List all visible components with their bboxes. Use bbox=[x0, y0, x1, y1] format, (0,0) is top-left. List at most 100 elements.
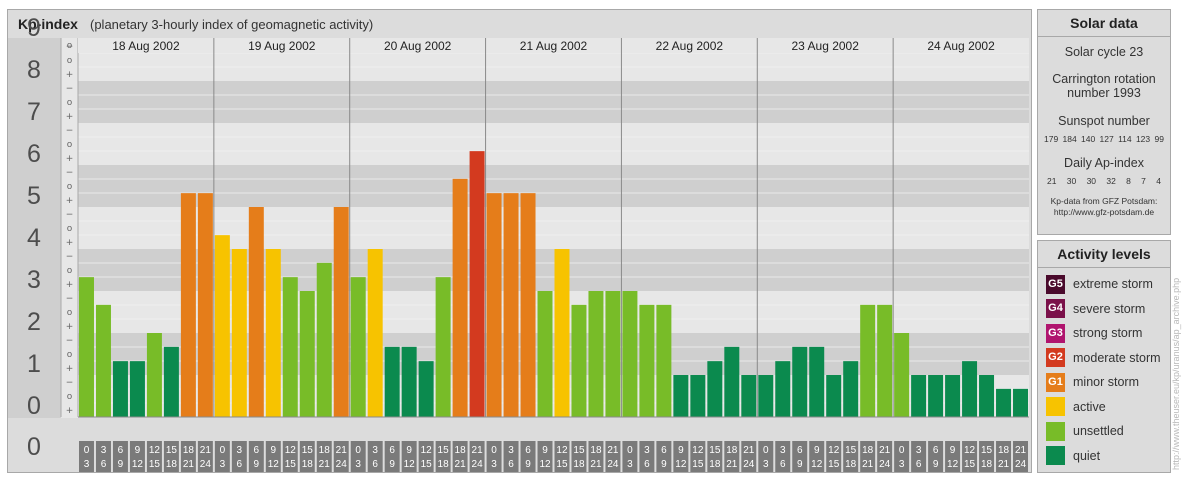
interval-end-label: 18 bbox=[981, 459, 993, 470]
chart-title: Kp-index bbox=[18, 16, 78, 32]
interval-start-label: 12 bbox=[964, 445, 976, 456]
activity-level-label: active bbox=[1073, 399, 1106, 414]
interval-start-label: 18 bbox=[862, 445, 874, 456]
interval-label-box bbox=[877, 441, 893, 472]
ap-value: 8 bbox=[1126, 176, 1131, 186]
day-label: 19 Aug 2002 bbox=[248, 39, 316, 53]
interval-start-label: 12 bbox=[556, 445, 568, 456]
interval-end-label: 15 bbox=[964, 459, 976, 470]
carrington-rotation-line1: Carrington rotation bbox=[1052, 72, 1156, 86]
interval-start-label: 6 bbox=[525, 445, 531, 456]
interval-start-label: 21 bbox=[336, 445, 348, 456]
interval-label-box bbox=[452, 441, 468, 472]
interval-label-box bbox=[299, 441, 315, 472]
interval-label-box bbox=[707, 441, 723, 472]
interval-label-box bbox=[146, 441, 162, 472]
kp-bar bbox=[282, 277, 298, 417]
interval-label-box bbox=[809, 441, 825, 472]
activity-level-item: unsettled bbox=[1046, 421, 1124, 441]
interval-start-label: 0 bbox=[220, 445, 226, 456]
y-axis-label: 7 bbox=[27, 98, 41, 126]
interval-end-label: 6 bbox=[780, 459, 786, 470]
interval-start-label: 15 bbox=[438, 445, 450, 456]
activity-level-label: minor storm bbox=[1073, 375, 1139, 389]
interval-start-label: 12 bbox=[692, 445, 704, 456]
y-axis-label: 6 bbox=[27, 140, 41, 168]
y-axis-minor-label: − bbox=[66, 210, 74, 220]
activity-level-item: G1 minor storm bbox=[1046, 372, 1139, 392]
interval-start-label: 18 bbox=[455, 445, 467, 456]
kp-bar bbox=[248, 207, 264, 417]
y-axis-minor-label: − bbox=[66, 252, 74, 262]
interval-end-label: 3 bbox=[763, 459, 769, 470]
ap-value: 21 bbox=[1047, 176, 1057, 186]
kp-bar bbox=[231, 249, 247, 417]
interval-label-box bbox=[129, 441, 145, 472]
interval-start-label: 15 bbox=[302, 445, 314, 456]
kp-band bbox=[78, 81, 1029, 123]
interval-start-label: 9 bbox=[542, 445, 548, 456]
interval-label-box bbox=[962, 441, 978, 472]
interval-label-box bbox=[826, 441, 842, 472]
interval-start-label: 21 bbox=[607, 445, 619, 456]
y-axis-minor-label: o bbox=[67, 224, 73, 234]
kp-bar bbox=[809, 346, 825, 417]
interval-start-label: 9 bbox=[135, 445, 141, 456]
interval-end-label: 6 bbox=[508, 459, 514, 470]
interval-end-label: 21 bbox=[862, 459, 874, 470]
kp-bar bbox=[571, 304, 587, 417]
interval-start-label: 15 bbox=[166, 445, 178, 456]
y-axis-minor-label: o bbox=[67, 98, 73, 108]
y-axis-minor-label: o bbox=[67, 266, 73, 276]
interval-end-label: 18 bbox=[438, 459, 450, 470]
sunspot-value: 114 bbox=[1118, 134, 1132, 144]
y-axis-label: 1 bbox=[27, 350, 41, 378]
carrington-rotation-line2: number 1993 bbox=[1067, 86, 1141, 100]
kp-bar bbox=[605, 291, 621, 417]
kp-bar bbox=[826, 375, 842, 417]
interval-end-label: 9 bbox=[661, 459, 667, 470]
y-axis-minor-label: − bbox=[66, 42, 74, 52]
interval-end-label: 15 bbox=[285, 459, 297, 470]
activity-level-item: quiet bbox=[1046, 446, 1100, 466]
interval-start-label: 21 bbox=[200, 445, 212, 456]
interval-end-label: 21 bbox=[319, 459, 331, 470]
interval-end-label: 12 bbox=[675, 459, 687, 470]
day-label: 22 Aug 2002 bbox=[656, 39, 724, 53]
activity-level-swatch: G2 bbox=[1046, 348, 1065, 367]
activity-level-label: strong storm bbox=[1073, 326, 1143, 340]
interval-label-box bbox=[656, 441, 672, 472]
activity-level-swatch bbox=[1046, 397, 1065, 416]
y-axis-minor-label: + bbox=[66, 364, 74, 374]
y-axis-label: 0 bbox=[27, 392, 41, 420]
y-axis-minor-label: + bbox=[66, 322, 74, 332]
sunspot-values: 179 184 140 127 114 123 99 bbox=[1038, 134, 1170, 144]
data-credit-link[interactable]: http://www.gfz-potsdam.de bbox=[1053, 207, 1155, 217]
kp-bar bbox=[384, 346, 400, 417]
interval-end-label: 12 bbox=[947, 459, 959, 470]
kp-bar bbox=[180, 193, 196, 417]
y-axis-minor-label: − bbox=[66, 378, 74, 388]
interval-label-box bbox=[282, 441, 298, 472]
kp-bar bbox=[469, 151, 485, 417]
interval-end-label: 24 bbox=[879, 459, 891, 470]
kp-bar bbox=[95, 304, 111, 417]
interval-start-label: 9 bbox=[271, 445, 277, 456]
interval-label-box bbox=[316, 441, 332, 472]
interval-label-box bbox=[95, 441, 111, 472]
interval-label-box bbox=[554, 441, 570, 472]
kp-bar bbox=[656, 304, 672, 417]
day-label: 21 Aug 2002 bbox=[520, 39, 588, 53]
interval-label-box bbox=[486, 441, 502, 472]
kp-bar bbox=[350, 277, 366, 417]
kp-bar bbox=[367, 249, 383, 417]
interval-end-label: 6 bbox=[916, 459, 922, 470]
sunspot-value: 123 bbox=[1135, 134, 1151, 144]
interval-end-label: 9 bbox=[525, 459, 531, 470]
interval-label-box bbox=[180, 441, 196, 472]
interval-end-label: 21 bbox=[726, 459, 738, 470]
interval-end-label: 9 bbox=[933, 459, 939, 470]
interval-label-box bbox=[537, 441, 553, 472]
kp-bar bbox=[79, 277, 94, 417]
activity-level-item: G4 severe storm bbox=[1046, 299, 1145, 319]
